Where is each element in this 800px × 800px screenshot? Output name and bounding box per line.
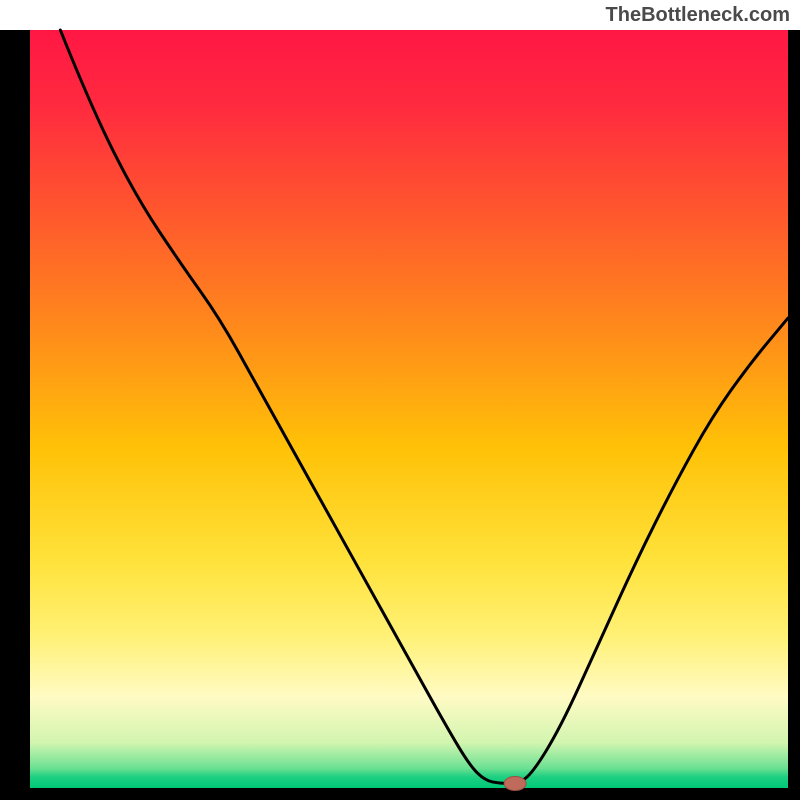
bottleneck-chart: TheBottleneck.com <box>0 0 800 800</box>
watermark-text: TheBottleneck.com <box>606 4 790 27</box>
optimal-marker <box>504 776 526 790</box>
plot-background <box>30 30 788 788</box>
chart-svg <box>0 0 800 800</box>
chart-plot-group <box>0 0 800 800</box>
